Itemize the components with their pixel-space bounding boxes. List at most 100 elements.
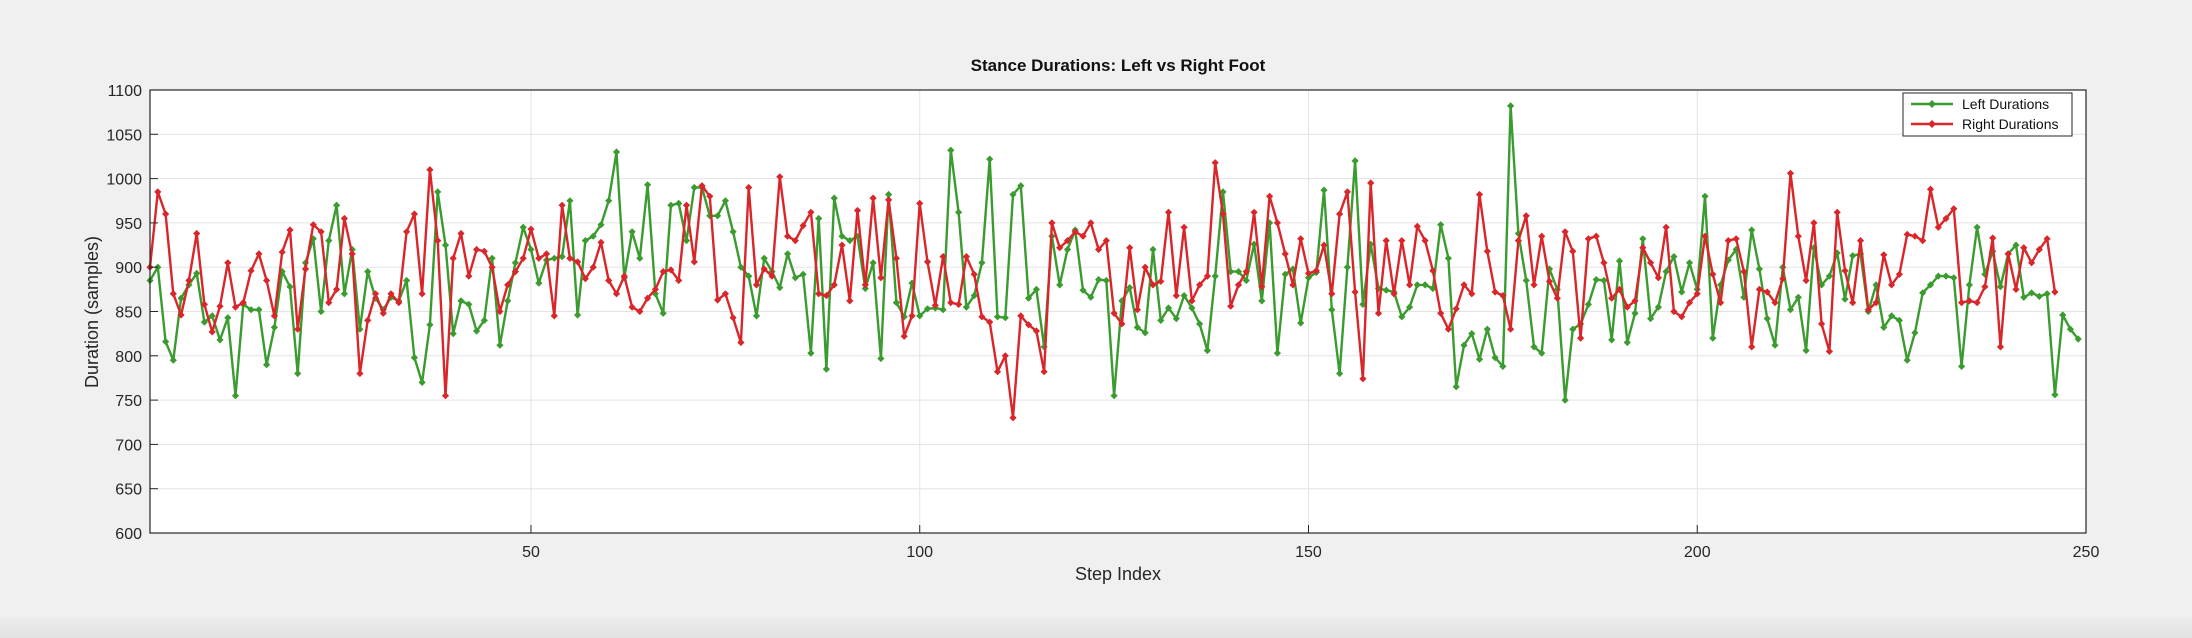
left-data-point xyxy=(784,250,792,258)
left-data-point xyxy=(1025,294,1033,302)
right-data-point xyxy=(1227,302,1235,310)
right-data-point xyxy=(986,318,994,326)
left-data-point xyxy=(760,254,768,262)
left-data-point xyxy=(1880,323,1888,331)
right-data-point xyxy=(1538,232,1546,240)
right-data-point xyxy=(1926,185,1935,193)
left-data-point xyxy=(286,283,294,291)
right-data-point xyxy=(651,285,659,293)
right-data-point xyxy=(239,299,247,307)
right-data-point xyxy=(488,263,496,271)
left-data-point xyxy=(574,311,582,319)
right-data-point xyxy=(231,303,240,311)
right-data-point xyxy=(1724,237,1732,245)
left-data-point xyxy=(566,197,574,205)
series-left-durations xyxy=(146,102,2082,404)
left-data-point xyxy=(1203,346,1211,355)
right-data-point xyxy=(558,201,566,209)
right-data-point xyxy=(1685,299,1694,307)
left-data-point xyxy=(1592,276,1600,284)
left-data-point xyxy=(457,297,465,305)
right-data-point xyxy=(1577,334,1585,342)
left-data-point xyxy=(1102,276,1110,285)
right-data-point xyxy=(1849,299,1857,307)
left-data-point xyxy=(1639,235,1647,243)
right-data-point xyxy=(1359,375,1367,383)
right-data-point xyxy=(1149,281,1157,289)
right-data-point xyxy=(1973,299,1981,307)
right-data-point xyxy=(1794,232,1802,240)
right-data-point xyxy=(1786,169,1795,177)
right-data-point xyxy=(1266,192,1274,200)
left-data-point xyxy=(706,212,714,220)
left-data-point xyxy=(869,259,877,267)
x-tick-label: 150 xyxy=(1295,544,1322,561)
right-data-point xyxy=(1126,244,1134,252)
right-data-point xyxy=(1670,307,1678,316)
left-data-point xyxy=(496,341,504,349)
left-data-point xyxy=(1196,320,1204,328)
right-data-point xyxy=(1514,237,1522,245)
left-data-point xyxy=(970,292,978,300)
left-data-point xyxy=(504,297,512,305)
right-data-point xyxy=(574,258,582,266)
right-data-point xyxy=(1017,312,1025,320)
right-data-point xyxy=(799,222,807,230)
left-data-point xyxy=(193,269,201,277)
left-data-point xyxy=(1545,265,1554,273)
right-data-point xyxy=(1343,188,1351,196)
right-data-point xyxy=(1320,241,1328,249)
left-data-point xyxy=(1600,276,1608,285)
left-data-point xyxy=(2066,325,2074,333)
right-data-point xyxy=(1958,299,1966,307)
left-data-point xyxy=(612,148,621,156)
left-data-point xyxy=(745,272,753,280)
right-data-point xyxy=(1530,281,1538,289)
right-data-point xyxy=(465,272,473,280)
left-data-point xyxy=(589,232,597,240)
right-data-point xyxy=(1608,294,1616,302)
window-bottom-edge xyxy=(0,618,2192,638)
right-data-point xyxy=(2035,245,2043,254)
right-data-point xyxy=(1281,250,1289,258)
left-data-point xyxy=(1849,252,1857,260)
y-tick-label: 850 xyxy=(115,305,142,322)
left-data-point xyxy=(729,228,737,236)
right-data-point xyxy=(216,302,224,310)
left-data-point xyxy=(1188,304,1196,312)
right-data-point xyxy=(1079,232,1087,240)
right-data-point xyxy=(2043,235,2051,243)
left-data-point xyxy=(962,303,970,311)
right-data-point xyxy=(1413,222,1421,230)
left-data-point xyxy=(1654,303,1662,311)
right-data-point xyxy=(962,253,970,261)
left-data-point xyxy=(1413,281,1421,289)
right-data-point xyxy=(162,210,170,218)
right-data-point xyxy=(1203,272,1211,280)
left-data-point xyxy=(1001,314,1009,322)
right-data-point xyxy=(1025,321,1033,329)
right-data-point xyxy=(1569,247,1577,255)
legend-right-label: Right Durations xyxy=(1962,116,2059,132)
right-data-point xyxy=(1709,270,1717,278)
right-data-point xyxy=(496,307,504,316)
left-data-point xyxy=(1250,240,1258,248)
right-data-point xyxy=(1110,309,1118,317)
right-data-point xyxy=(1056,244,1064,252)
right-data-point xyxy=(1833,208,1841,216)
right-data-point xyxy=(542,250,551,258)
left-data-point xyxy=(1755,265,1763,273)
legend[interactable]: Left Durations Right Durations xyxy=(1902,92,2073,137)
left-data-point xyxy=(177,294,185,302)
right-data-point xyxy=(1242,268,1250,276)
left-data-point xyxy=(1934,272,1942,280)
left-data-point xyxy=(861,284,869,293)
right-data-point xyxy=(1553,294,1561,302)
left-data-point xyxy=(877,354,885,363)
left-data-point xyxy=(892,299,900,307)
left-data-point xyxy=(1343,263,1351,271)
left-data-point xyxy=(597,221,605,229)
right-data-point xyxy=(620,272,628,280)
y-tick-label: 650 xyxy=(115,482,142,499)
right-data-point xyxy=(519,254,527,262)
